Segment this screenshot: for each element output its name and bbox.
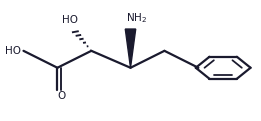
Text: NH$_2$: NH$_2$	[127, 12, 147, 25]
Polygon shape	[125, 29, 136, 68]
Text: O: O	[57, 91, 66, 101]
Text: HO: HO	[62, 15, 79, 25]
Text: HO: HO	[5, 46, 21, 56]
